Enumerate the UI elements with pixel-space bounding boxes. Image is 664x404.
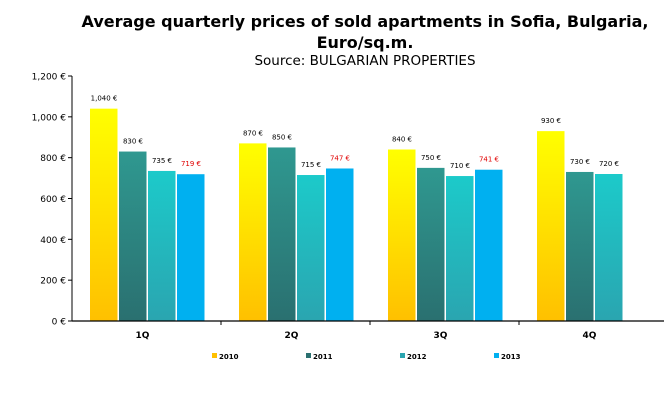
x-tick-label: 2Q [285,331,299,341]
legend-swatch-2010 [212,353,217,358]
y-tick-label: 600 € [40,195,66,205]
x-tick-label: 1Q [136,331,150,341]
data-label: 750 € [421,154,441,162]
bar-2011-4Q [566,171,594,321]
legend-label-2013: 2013 [501,353,521,361]
data-label: 715 € [301,161,321,169]
bar-2013-1Q [177,174,205,321]
y-tick-label: 800 € [40,154,66,164]
chart-title-line1: Average quarterly prices of sold apartme… [81,12,649,31]
legend-label-2011: 2011 [313,353,333,361]
x-tick-label: 3Q [434,331,448,341]
data-label: 735 € [152,157,172,165]
bar-2010-4Q [537,131,565,321]
chart-title-line2: Euro/sq.m. [316,33,414,52]
data-label: 840 € [392,136,412,144]
bar-2011-3Q [417,167,445,321]
data-label: 730 € [570,158,590,166]
data-label: 720 € [599,160,619,168]
y-tick-label: 200 € [40,277,66,287]
bar-2012-3Q [446,176,474,321]
data-label: 850 € [272,133,292,141]
bar-2010-3Q [388,149,416,321]
chart-subtitle: Source: BULGARIAN PROPERTIES [254,53,476,69]
y-tick-label: 1,000 € [32,113,67,123]
legend-label-2010: 2010 [219,353,239,361]
bar-2012-1Q [148,170,176,321]
x-tick-label: 4Q [583,331,597,341]
legend-swatch-2011 [306,353,311,358]
data-label: 747 € [330,154,350,162]
legend-swatch-2012 [400,353,405,358]
bar-2011-2Q [268,147,296,321]
data-label: 1,040 € [91,95,118,103]
bar-2013-3Q [475,169,503,321]
legend-swatch-2013 [494,353,499,358]
bar-2010-2Q [239,143,267,321]
data-label: 710 € [450,162,470,170]
bar-2013-2Q [326,168,354,321]
y-tick-label: 400 € [40,236,66,246]
bar-2011-1Q [119,151,147,321]
bar-2010-1Q [90,108,118,322]
y-tick-label: 1,200 € [32,73,67,83]
y-tick-label: 0 € [52,318,67,328]
data-label: 830 € [123,138,143,146]
data-label: 870 € [243,129,263,137]
data-label: 741 € [479,156,499,164]
bar-2012-4Q [595,174,623,321]
bar-2012-2Q [297,175,325,321]
data-label: 930 € [541,117,561,125]
data-label: 719 € [181,160,201,168]
legend-label-2012: 2012 [407,353,427,361]
